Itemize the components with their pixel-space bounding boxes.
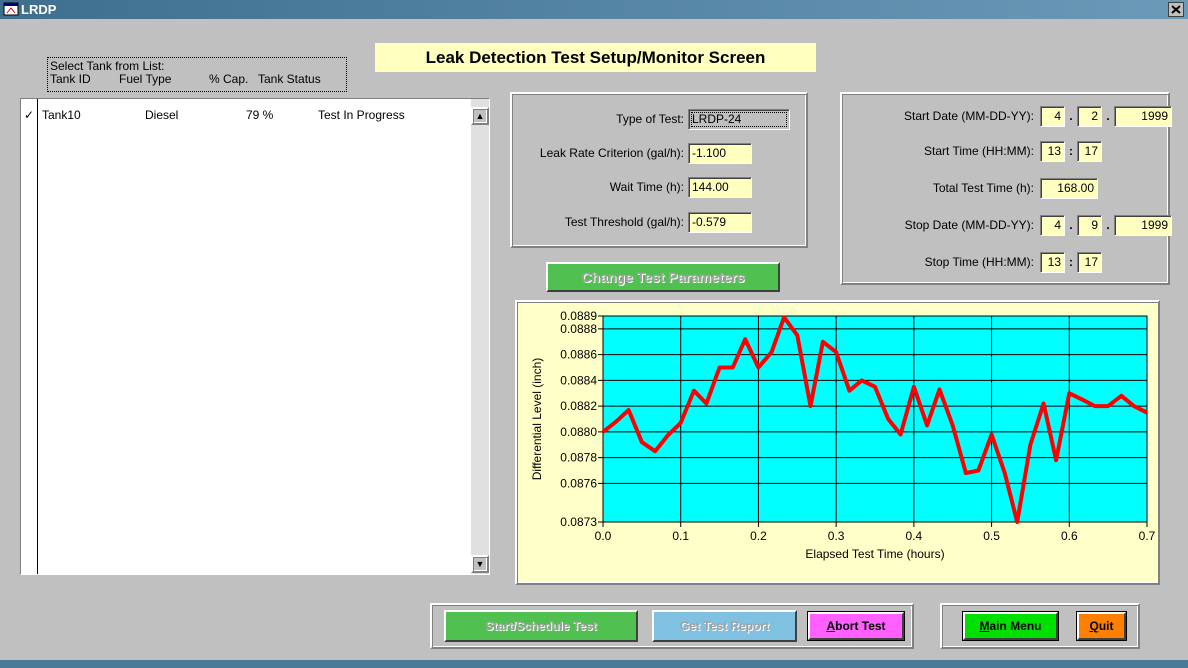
separator: .	[1069, 218, 1073, 232]
separator: .	[1106, 218, 1110, 232]
x-tick-label: 0.0	[595, 529, 612, 543]
schedule-label: Total Test Time (h):	[932, 181, 1034, 195]
param-label: Leak Rate Criterion (gal/h):	[539, 146, 684, 160]
list-caption: Select Tank from List:	[50, 59, 165, 73]
param-field[interactable]: LRDP-24	[688, 109, 790, 130]
schedule-field[interactable]: 17	[1077, 141, 1102, 162]
schedule-field[interactable]: 13	[1040, 252, 1065, 273]
schedule-field[interactable]: 4	[1040, 106, 1065, 127]
screen-title: Leak Detection Test Setup/Monitor Screen	[375, 43, 816, 72]
scroll-down[interactable]: ▼	[471, 555, 489, 573]
scroll-up[interactable]: ▲	[471, 107, 489, 125]
x-tick-label: 0.1	[672, 529, 689, 543]
data-line	[601, 315, 1148, 524]
separator: .	[1069, 109, 1073, 123]
y-tick-label: 0.0880	[560, 425, 597, 439]
x-tick-label: 0.7	[1139, 529, 1156, 543]
column-header: Fuel Type	[119, 72, 172, 86]
param-label: Type of Test:	[616, 112, 684, 126]
abort-button[interactable]: Abort Test	[808, 612, 904, 640]
y-tick-label: 0.0878	[560, 451, 597, 465]
param-label: Test Threshold (gal/h):	[564, 215, 684, 229]
bottom-border	[0, 660, 1188, 668]
schedule-label: Stop Date (MM-DD-YY):	[904, 218, 1034, 232]
chart: 0.0873 0.0876 0.0878 0.0880 0.0882 0.0884 0.08…	[530, 309, 1156, 561]
plot-area	[603, 316, 1147, 522]
y-tick-label: 0.0884	[560, 373, 597, 387]
separator: :	[1069, 144, 1073, 158]
param-field[interactable]: 144.00	[688, 177, 752, 198]
x-tick-label: 0.6	[1061, 529, 1078, 543]
list-cell[interactable]: Diesel	[145, 108, 179, 122]
list-caption-box	[47, 57, 347, 92]
y-tick-label: 0.0876	[560, 476, 597, 490]
nav-buttons-panel	[940, 603, 1140, 649]
app-icon	[3, 2, 19, 16]
separator: :	[1069, 255, 1073, 269]
schedule-field[interactable]: 13	[1040, 141, 1065, 162]
column-header: % Cap.	[209, 72, 249, 86]
y-tick-label: 0.0882	[560, 399, 597, 413]
title-bar	[0, 0, 1188, 19]
list-divider	[37, 99, 38, 574]
schedule-panel	[840, 92, 1170, 285]
schedule-field[interactable]: 168.00	[1040, 178, 1098, 199]
scrollbar[interactable]	[471, 99, 489, 574]
schedule-field[interactable]: 1999	[1114, 215, 1172, 236]
window-title: LRDP	[21, 2, 57, 17]
schedule-field[interactable]: 2	[1077, 106, 1102, 127]
schedule-field[interactable]: 17	[1077, 252, 1102, 273]
y-tick-label: 0.0889	[560, 309, 597, 323]
column-header: Tank Status	[258, 72, 321, 86]
schedule-label: Stop Time (HH:MM):	[924, 255, 1034, 269]
y-tick-label: 0.0888	[560, 322, 597, 336]
separator: .	[1106, 109, 1110, 123]
plot-frame	[602, 315, 1148, 523]
x-tick-label: 0.2	[750, 529, 767, 543]
y-axis-label: Differential Level (inch)	[530, 358, 544, 481]
x-tick-label: 0.4	[906, 529, 923, 543]
quit-button[interactable]: Quit	[1077, 612, 1126, 640]
schedule-field[interactable]: 4	[1040, 215, 1065, 236]
x-tick-label: 0.5	[983, 529, 1000, 543]
parameters-panel	[510, 92, 808, 248]
close-button[interactable]	[1168, 2, 1184, 17]
list-cell[interactable]: 79 %	[246, 108, 274, 122]
schedule-label: Start Time (HH:MM):	[924, 144, 1034, 158]
schedule-field[interactable]: 9	[1077, 215, 1102, 236]
list-cell[interactable]: Test In Progress	[318, 108, 405, 122]
param-label: Wait Time (h):	[609, 180, 684, 194]
column-header: Tank ID	[50, 72, 91, 86]
x-axis-label: Elapsed Test Time (hours)	[805, 547, 944, 561]
x-tick-label: 0.3	[828, 529, 845, 543]
check-icon: ✓	[24, 108, 35, 122]
schedule-field[interactable]: 1999	[1114, 106, 1172, 127]
y-tick-label: 0.0886	[560, 348, 597, 362]
main-menu-button[interactable]: Main Menu	[963, 612, 1058, 640]
schedule-label: Start Date (MM-DD-YY):	[903, 109, 1034, 123]
start-schedule-button[interactable]: Start/Schedule Test	[444, 610, 638, 642]
param-field[interactable]: -1.100	[688, 143, 752, 164]
list-cell[interactable]: Tank10	[42, 108, 81, 122]
param-field[interactable]: -0.579	[688, 212, 752, 233]
get-report-button[interactable]: Get Test Report	[652, 610, 797, 642]
test-buttons-panel	[430, 603, 914, 649]
y-tick-label: 0.0873	[560, 515, 597, 529]
change-parameters-button[interactable]: Change Test Parameters	[546, 262, 780, 292]
tank-list[interactable]	[20, 98, 490, 575]
